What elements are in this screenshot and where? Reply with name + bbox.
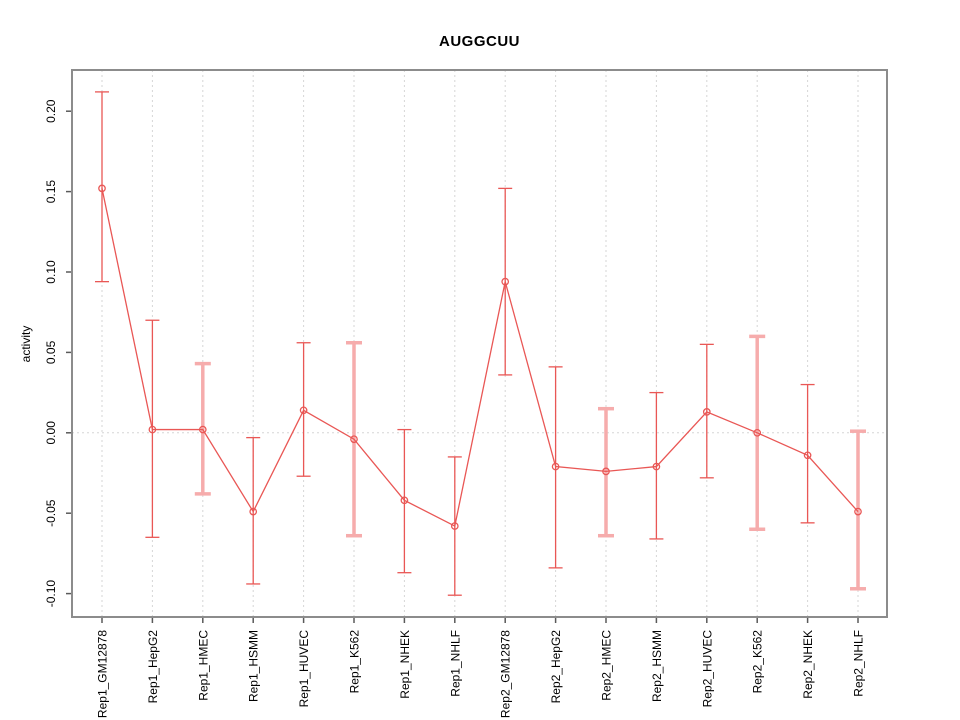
y-tick-label: -0.05 — [44, 499, 58, 527]
y-tick-label: 0.15 — [44, 180, 58, 204]
x-category-label: Rep2_HSMM — [650, 630, 664, 702]
data-point-marker — [753, 428, 762, 437]
data-point-marker — [854, 507, 862, 516]
series-line — [101, 188, 859, 528]
y-tick-label: 0.00 — [44, 421, 58, 445]
x-category-label: Rep1_HepG2 — [146, 630, 160, 704]
x-category-label: Rep2_GM12878 — [499, 630, 513, 718]
data-point-marker — [652, 462, 661, 471]
x-category-label: Rep1_NHLF — [448, 630, 462, 697]
x-category-label: Rep2_HMEC — [600, 630, 614, 701]
data-point-marker — [249, 507, 258, 516]
data-point-marker — [450, 522, 459, 530]
chart-title: AUGGCUU — [439, 33, 520, 50]
x-category-label: Rep2_K562 — [751, 630, 765, 694]
x-category-label: Rep2_NHLF — [852, 630, 866, 697]
x-category-label: Rep1_HMEC — [196, 630, 210, 701]
y-tick-label: 0.05 — [44, 340, 58, 364]
data-point-marker — [148, 425, 157, 434]
x-category-label: Rep1_NHEK — [398, 630, 412, 699]
x-category-label: Rep2_NHEK — [801, 630, 815, 699]
x-category-label: Rep2_HepG2 — [549, 630, 563, 704]
data-point-marker — [350, 435, 358, 444]
x-category-label: Rep1_HUVEC — [297, 630, 311, 708]
data-point-marker — [702, 408, 711, 416]
data-point-marker — [551, 462, 560, 471]
data-point-marker — [501, 277, 510, 286]
plot-border — [71, 69, 888, 618]
data-point-marker — [98, 184, 106, 193]
data-point-marker — [198, 425, 207, 434]
data-point-marker — [400, 496, 409, 505]
x-category-label: Rep1_K562 — [348, 630, 362, 694]
data-point-marker — [803, 451, 812, 460]
x-category-label: Rep2_HUVEC — [700, 630, 714, 708]
data-point-marker — [299, 406, 308, 415]
data-point-marker — [602, 467, 610, 476]
y-tick-label: -0.10 — [44, 580, 58, 608]
x-category-label: Rep1_HSMM — [247, 630, 261, 702]
x-category-label: Rep1_GM12878 — [96, 630, 110, 718]
y-tick-label: 0.10 — [44, 260, 58, 284]
y-tick-label: 0.20 — [44, 99, 58, 123]
